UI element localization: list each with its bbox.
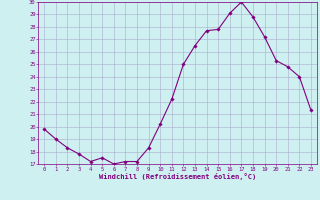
X-axis label: Windchill (Refroidissement éolien,°C): Windchill (Refroidissement éolien,°C) [99, 173, 256, 180]
